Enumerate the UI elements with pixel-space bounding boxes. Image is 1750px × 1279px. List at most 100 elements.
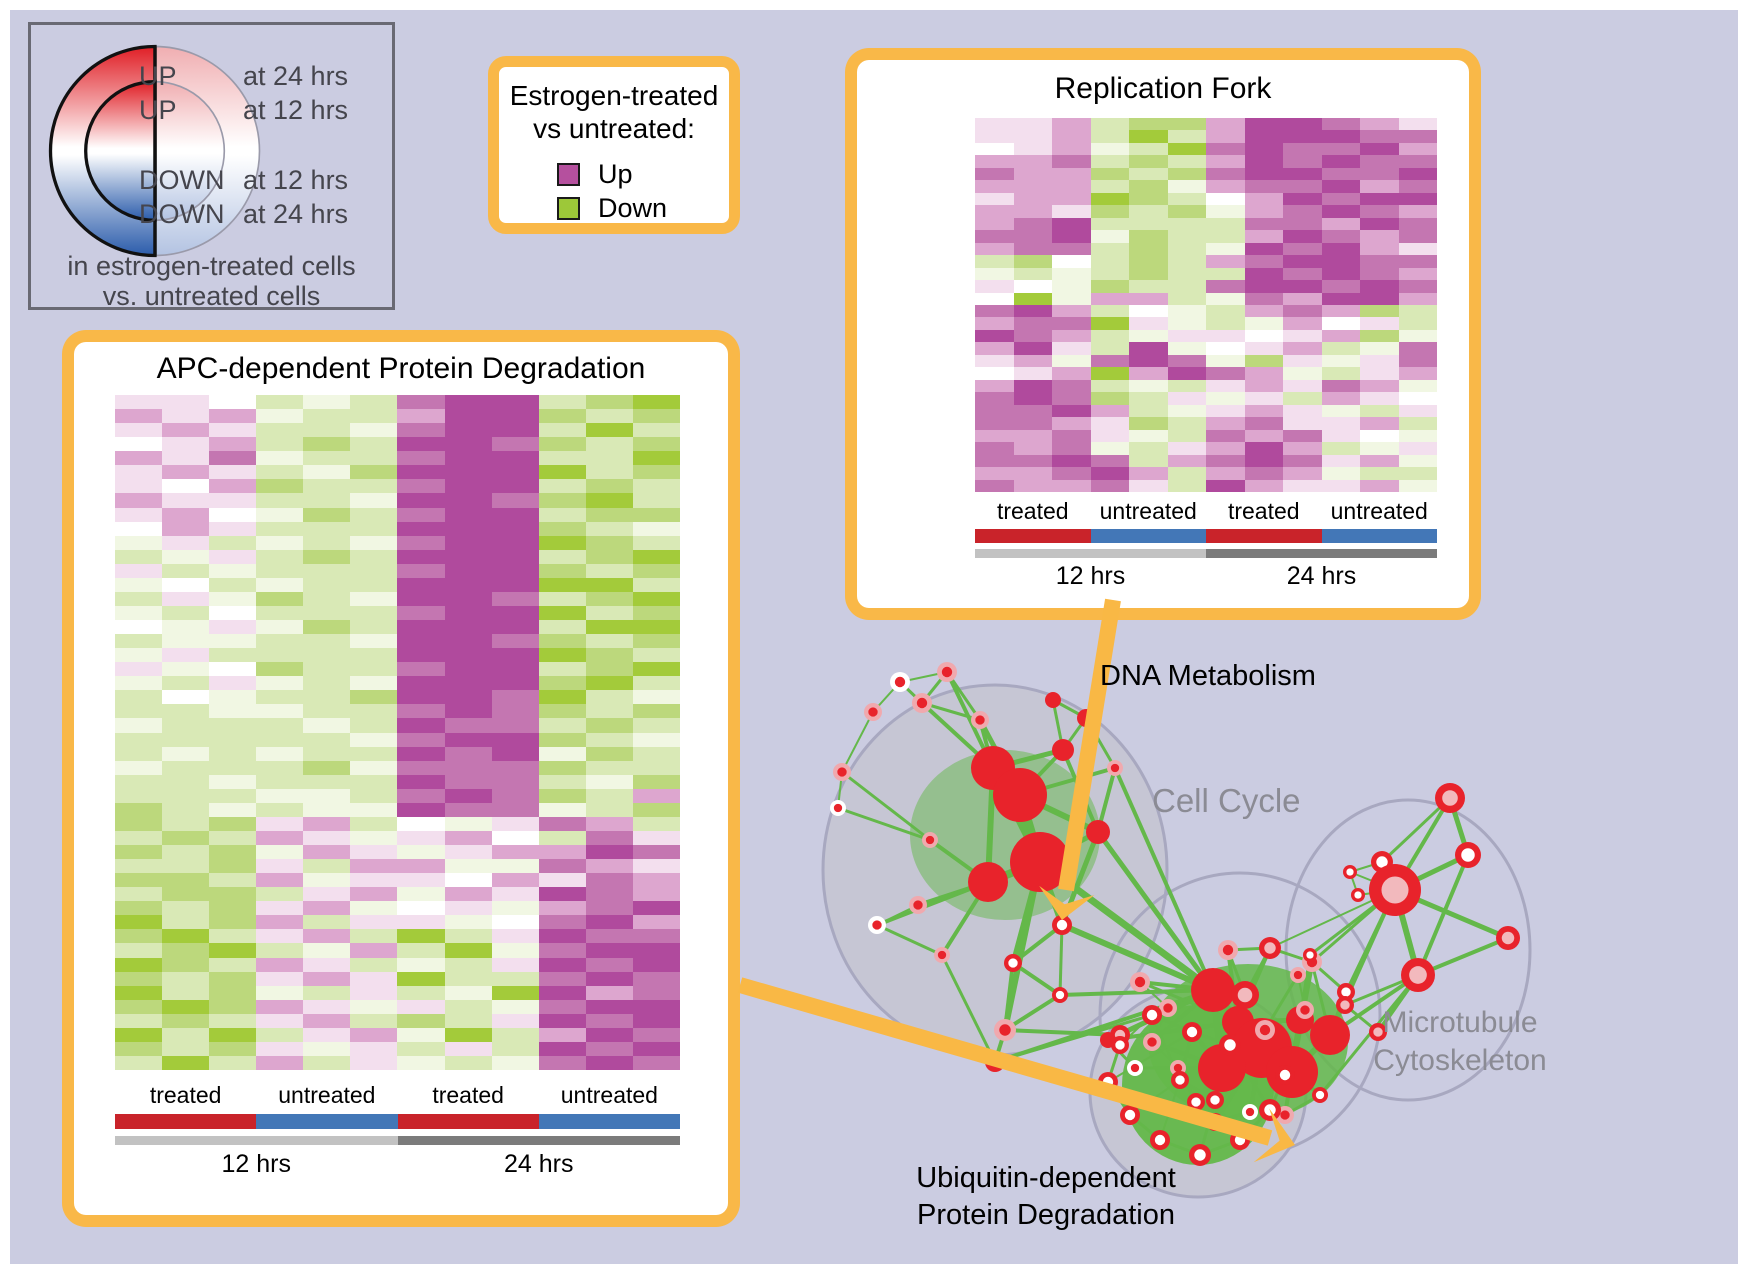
apc-time-bar xyxy=(115,1136,680,1145)
heatmap-cell xyxy=(256,437,304,452)
heatmap-cell xyxy=(444,535,492,550)
heatmap-cell xyxy=(632,915,680,930)
heatmap-cell xyxy=(209,479,257,494)
heatmap-cell xyxy=(1013,217,1052,231)
heatmap-cell xyxy=(1244,192,1283,206)
replication-fork-panel: Replication Fork treated untreated treated… xyxy=(845,48,1481,620)
heatmap-cell xyxy=(303,1013,351,1028)
heatmap-cell xyxy=(1090,342,1129,355)
heatmap-cell xyxy=(538,1041,586,1056)
heatmap-cell xyxy=(162,704,210,719)
heatmap-cell xyxy=(444,802,492,817)
heatmap-cell xyxy=(491,943,539,958)
heatmap-cell xyxy=(209,437,257,452)
heatmap-cell xyxy=(1360,155,1399,168)
heatmap-cell xyxy=(1129,417,1168,430)
heatmap-cell xyxy=(1167,454,1206,468)
heatmap-cell xyxy=(350,957,398,972)
wheel-legend: UP at 24 hrs UP at 12 hrs DOWN at 12 hrs… xyxy=(28,22,395,311)
heatmap-cell xyxy=(115,999,163,1014)
heatmap-cell xyxy=(1321,467,1360,480)
heatmap-cell xyxy=(350,830,398,845)
heatmap-cell xyxy=(115,465,163,480)
heatmap-cell xyxy=(538,774,586,789)
heatmap-cell xyxy=(303,634,351,649)
heatmap-cell xyxy=(491,620,539,635)
heatmap-cell xyxy=(256,873,304,888)
heatmap-cell xyxy=(585,493,633,508)
heatmap-cell xyxy=(444,662,492,677)
heatmap-cell xyxy=(1129,442,1168,455)
heatmap-cell xyxy=(397,648,445,663)
heatmap-cell xyxy=(303,479,351,494)
heatmap-cell xyxy=(1206,467,1245,480)
heatmap-cell xyxy=(397,887,445,902)
heatmap-cell xyxy=(632,929,680,944)
heatmap-cell xyxy=(209,845,257,860)
heatmap-cell xyxy=(444,943,492,958)
treatment-bar-segment xyxy=(115,1114,257,1129)
heatmap-cell xyxy=(1090,267,1129,281)
heatmap-cell xyxy=(1283,467,1322,480)
heatmap-cell xyxy=(975,379,1014,393)
heatmap-cell xyxy=(1360,292,1399,305)
heatmap-cell xyxy=(1090,429,1129,443)
heatmap-cell xyxy=(303,451,351,466)
heatmap-cell xyxy=(1244,329,1283,343)
heatmap-cell xyxy=(256,507,304,522)
heatmap-cell xyxy=(585,1041,633,1056)
heatmap-cell xyxy=(632,774,680,789)
heatmap-cell xyxy=(115,887,163,902)
heatmap-cell xyxy=(1167,118,1206,131)
heatmap-cell xyxy=(350,929,398,944)
heatmap-cell xyxy=(397,774,445,789)
updown-legend-title-1: Estrogen-treated xyxy=(509,80,719,111)
wheel-footnote-2: vs. untreated cells xyxy=(102,281,321,311)
heatmap-cell xyxy=(209,915,257,930)
heatmap-cell xyxy=(1013,342,1052,355)
heatmap-cell xyxy=(1283,479,1322,492)
heatmap-cell xyxy=(162,1041,210,1056)
heatmap-cell xyxy=(632,985,680,1000)
heatmap-cell xyxy=(585,577,633,592)
heatmap-cell xyxy=(975,329,1014,343)
heatmap-cell xyxy=(975,467,1014,480)
heatmap-cell xyxy=(256,591,304,606)
heatmap-cell xyxy=(1167,217,1206,231)
heatmap-cell xyxy=(632,591,680,606)
heatmap-cell xyxy=(585,634,633,649)
heatmap-cell xyxy=(491,1027,539,1042)
heatmap-cell xyxy=(162,929,210,944)
heatmap-cell xyxy=(491,591,539,606)
heatmap-cell xyxy=(975,167,1014,181)
heatmap-cell xyxy=(538,479,586,494)
heatmap-cell xyxy=(1052,454,1091,468)
heatmap-cell xyxy=(1206,230,1245,243)
heatmap-cell xyxy=(1013,392,1052,405)
heatmap-cell xyxy=(1398,192,1437,206)
heatmap-cell xyxy=(1360,442,1399,455)
heatmap-cell xyxy=(1321,167,1360,181)
heatmap-cell xyxy=(115,507,163,522)
heatmap-cell xyxy=(585,732,633,747)
treatment-group-label: treated xyxy=(149,1082,222,1108)
heatmap-cell xyxy=(1013,267,1052,281)
heatmap-cell xyxy=(162,648,210,663)
heatmap-cell xyxy=(444,1041,492,1056)
heatmap-cell xyxy=(444,873,492,888)
heatmap-cell xyxy=(350,493,398,508)
wheel-dir-up-24: UP xyxy=(139,61,177,91)
heatmap-cell xyxy=(1398,142,1437,156)
heatmap-cell xyxy=(1283,192,1322,206)
heatmap-cell xyxy=(1398,479,1437,492)
heatmap-cell xyxy=(1360,379,1399,393)
heatmap-cell xyxy=(303,395,351,410)
heatmap-cell xyxy=(397,929,445,944)
heatmap-cell xyxy=(1398,379,1437,393)
heatmap-cell xyxy=(444,718,492,733)
heatmap-cell xyxy=(115,788,163,803)
heatmap-cell xyxy=(350,577,398,592)
heatmap-cell xyxy=(1090,217,1129,231)
treatment-group-label: treated xyxy=(432,1082,504,1108)
heatmap-cell xyxy=(209,816,257,831)
